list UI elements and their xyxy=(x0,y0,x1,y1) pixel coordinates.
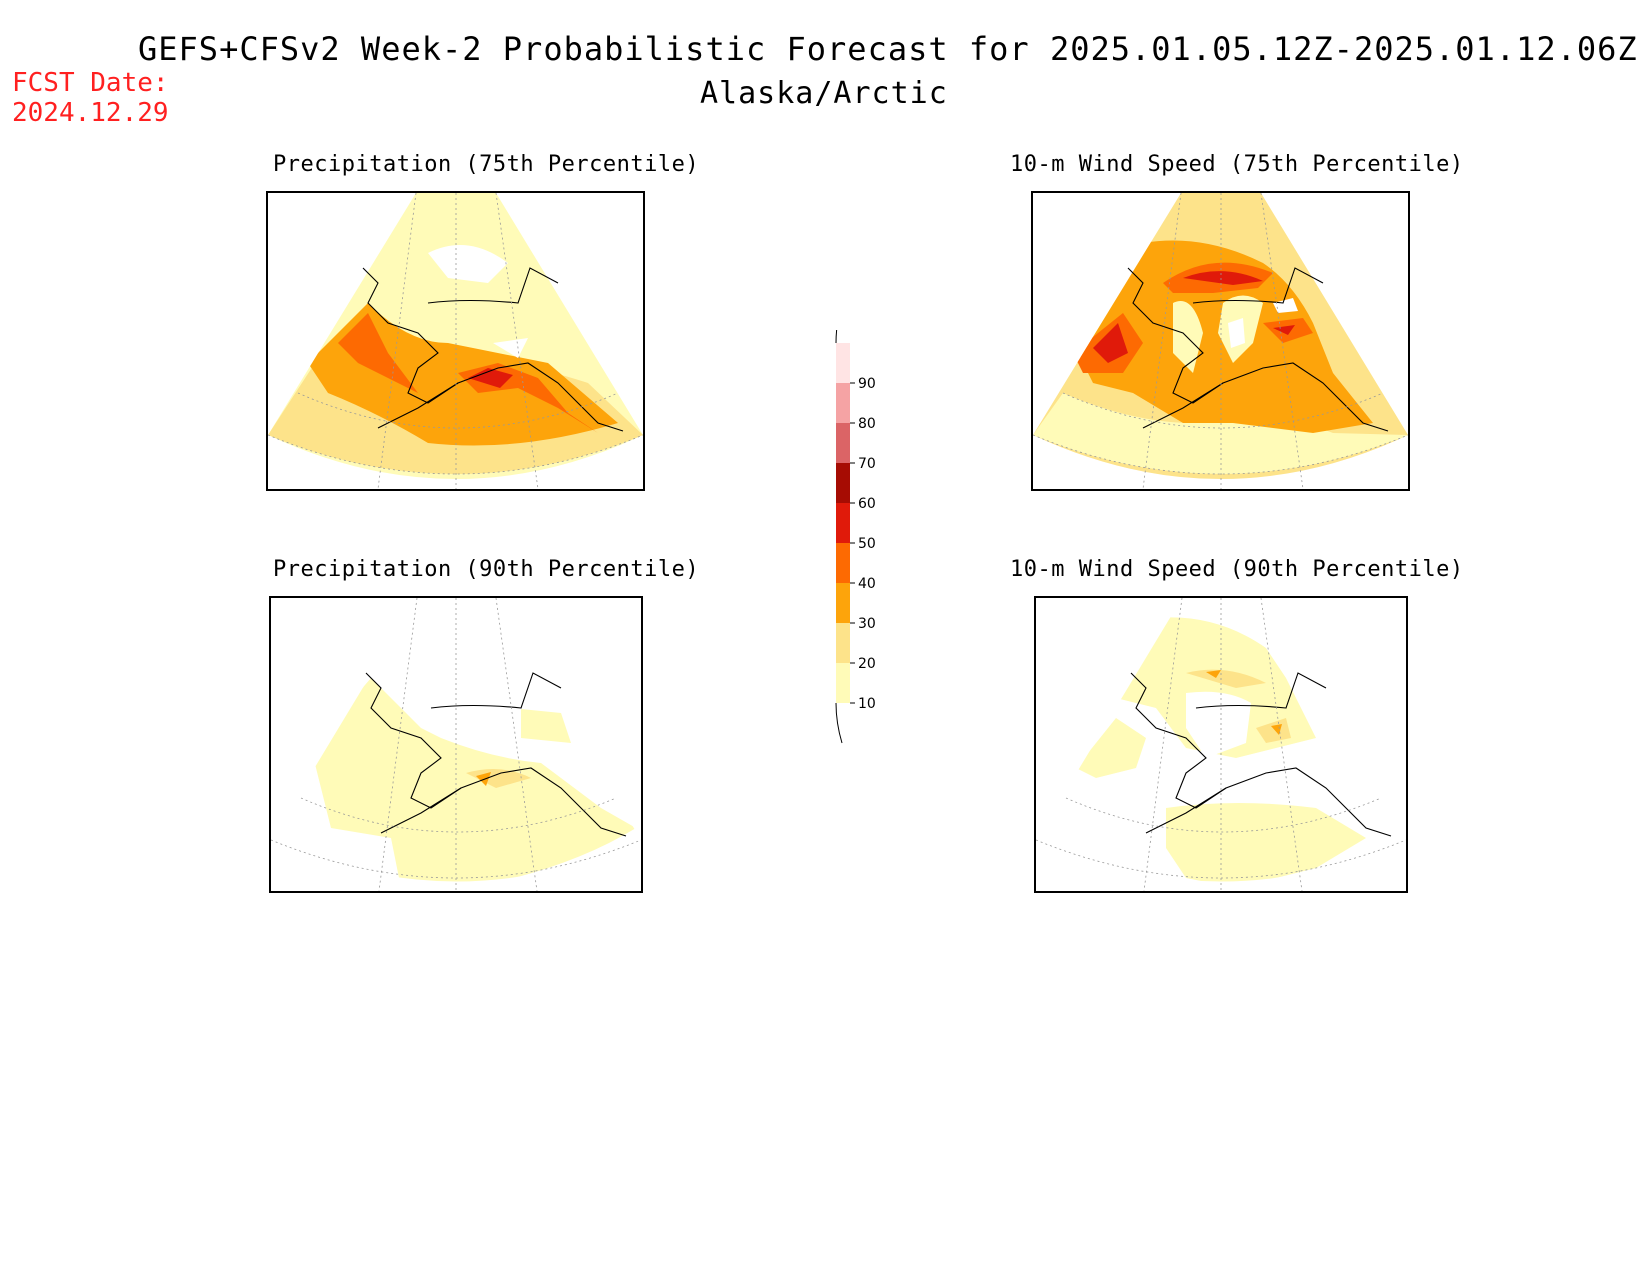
colorbar-label: 40 xyxy=(858,576,876,592)
colorbar-label: 70 xyxy=(858,456,876,472)
map-wind-90 xyxy=(1034,596,1408,893)
colorbar-swatch xyxy=(836,463,850,503)
colorbar-swatch xyxy=(836,543,850,583)
colorbar: 10 20 30 40 50 60 70 80 90 xyxy=(835,330,876,744)
colorbar-label: 10 xyxy=(858,696,876,712)
colorbar-label: 20 xyxy=(858,656,876,672)
colorbar-swatch xyxy=(836,663,850,703)
panel-title-wind-75: 10-m Wind Speed (75th Percentile) xyxy=(1010,152,1464,177)
colorbar-swatch xyxy=(836,343,850,383)
colorbar-label: 60 xyxy=(858,496,876,512)
map-wind-75 xyxy=(1031,191,1410,491)
main-title: GEFS+CFSv2 Week-2 Probabilistic Forecast… xyxy=(138,30,1638,68)
fcst-date-value: 2024.12.29 xyxy=(12,98,169,128)
colorbar-label: 80 xyxy=(858,416,876,432)
colorbar-bottom-tip xyxy=(835,702,843,744)
colorbar-label: 50 xyxy=(858,536,876,552)
panel-title-precip-90: Precipitation (90th Percentile) xyxy=(273,557,700,582)
panel-title-wind-90: 10-m Wind Speed (90th Percentile) xyxy=(1010,557,1464,582)
colorbar-label: 30 xyxy=(858,616,876,632)
map-precip-75 xyxy=(266,191,645,491)
colorbar-top-tip xyxy=(835,330,838,344)
map-precip-90 xyxy=(269,596,643,893)
colorbar-swatch xyxy=(836,583,850,623)
colorbar-label: 90 xyxy=(858,376,876,392)
colorbar-swatch xyxy=(836,423,850,463)
colorbar-swatch xyxy=(836,503,850,543)
panel-title-precip-75: Precipitation (75th Percentile) xyxy=(273,152,700,177)
colorbar-swatch xyxy=(836,623,850,663)
fcst-date-label: FCST Date: xyxy=(12,68,169,98)
colorbar-swatch xyxy=(836,383,850,423)
region-subtitle: Alaska/Arctic xyxy=(700,76,948,111)
